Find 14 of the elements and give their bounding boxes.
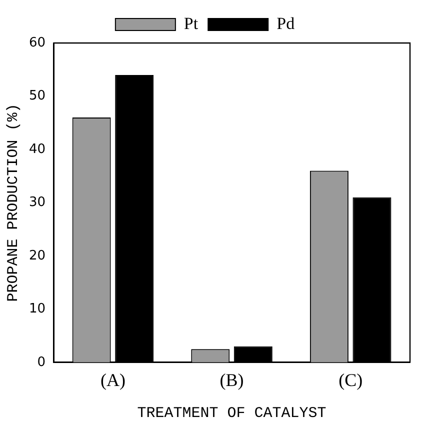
legend-label: Pd	[276, 14, 296, 33]
x-tick-label: (C)	[338, 370, 363, 390]
x-tick-label: (B)	[220, 370, 244, 390]
x-axis-title: TREATMENT OF CATALYST	[137, 404, 326, 422]
y-tick-label: 50	[28, 88, 46, 104]
y-tick-label: 60	[28, 35, 46, 50]
legend-label: Pt	[184, 14, 198, 33]
y-tick-label: 0	[37, 354, 46, 370]
y-tick-label: 30	[28, 195, 46, 210]
y-tick-label: 20	[28, 248, 46, 264]
y-tick-label: 10	[28, 302, 46, 317]
y-axis-title: PROPANE PRODUCTION (%)	[4, 104, 22, 302]
x-tick-label: (A)	[100, 370, 126, 390]
y-tick-label: 40	[28, 142, 46, 157]
